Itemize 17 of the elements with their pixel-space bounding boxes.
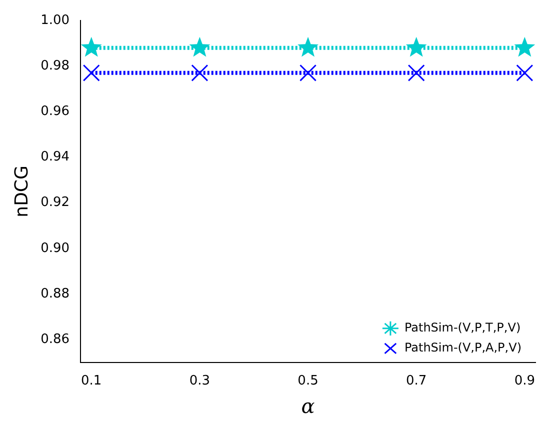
y-tick-label: 0.92	[40, 195, 70, 210]
x-tick-label: 0.7	[406, 374, 427, 389]
y-tick-label: 1.00	[40, 12, 70, 28]
y-tick-label: 0.88	[40, 286, 70, 302]
y-tick-label: 0.86	[40, 332, 70, 347]
x-tick-label: 0.1	[81, 374, 102, 389]
x-axis-title: α	[301, 394, 316, 418]
y-tick-label: 0.94	[40, 150, 70, 165]
legend-label: PathSim-(V,P,A,P,V)	[404, 340, 522, 355]
y-tick-label: 0.98	[40, 58, 70, 74]
x-tick-label: 0.9	[514, 374, 536, 389]
x-tick-label: 0.5	[298, 374, 318, 389]
x-tick-label: 0.3	[189, 374, 210, 389]
y-axis-title: nDCG	[11, 166, 32, 218]
y-tick-label: 0.96	[40, 104, 70, 120]
y-tick-label: 0.90	[40, 240, 70, 256]
legend-label: PathSim-(V,P,T,P,V)	[404, 320, 521, 335]
